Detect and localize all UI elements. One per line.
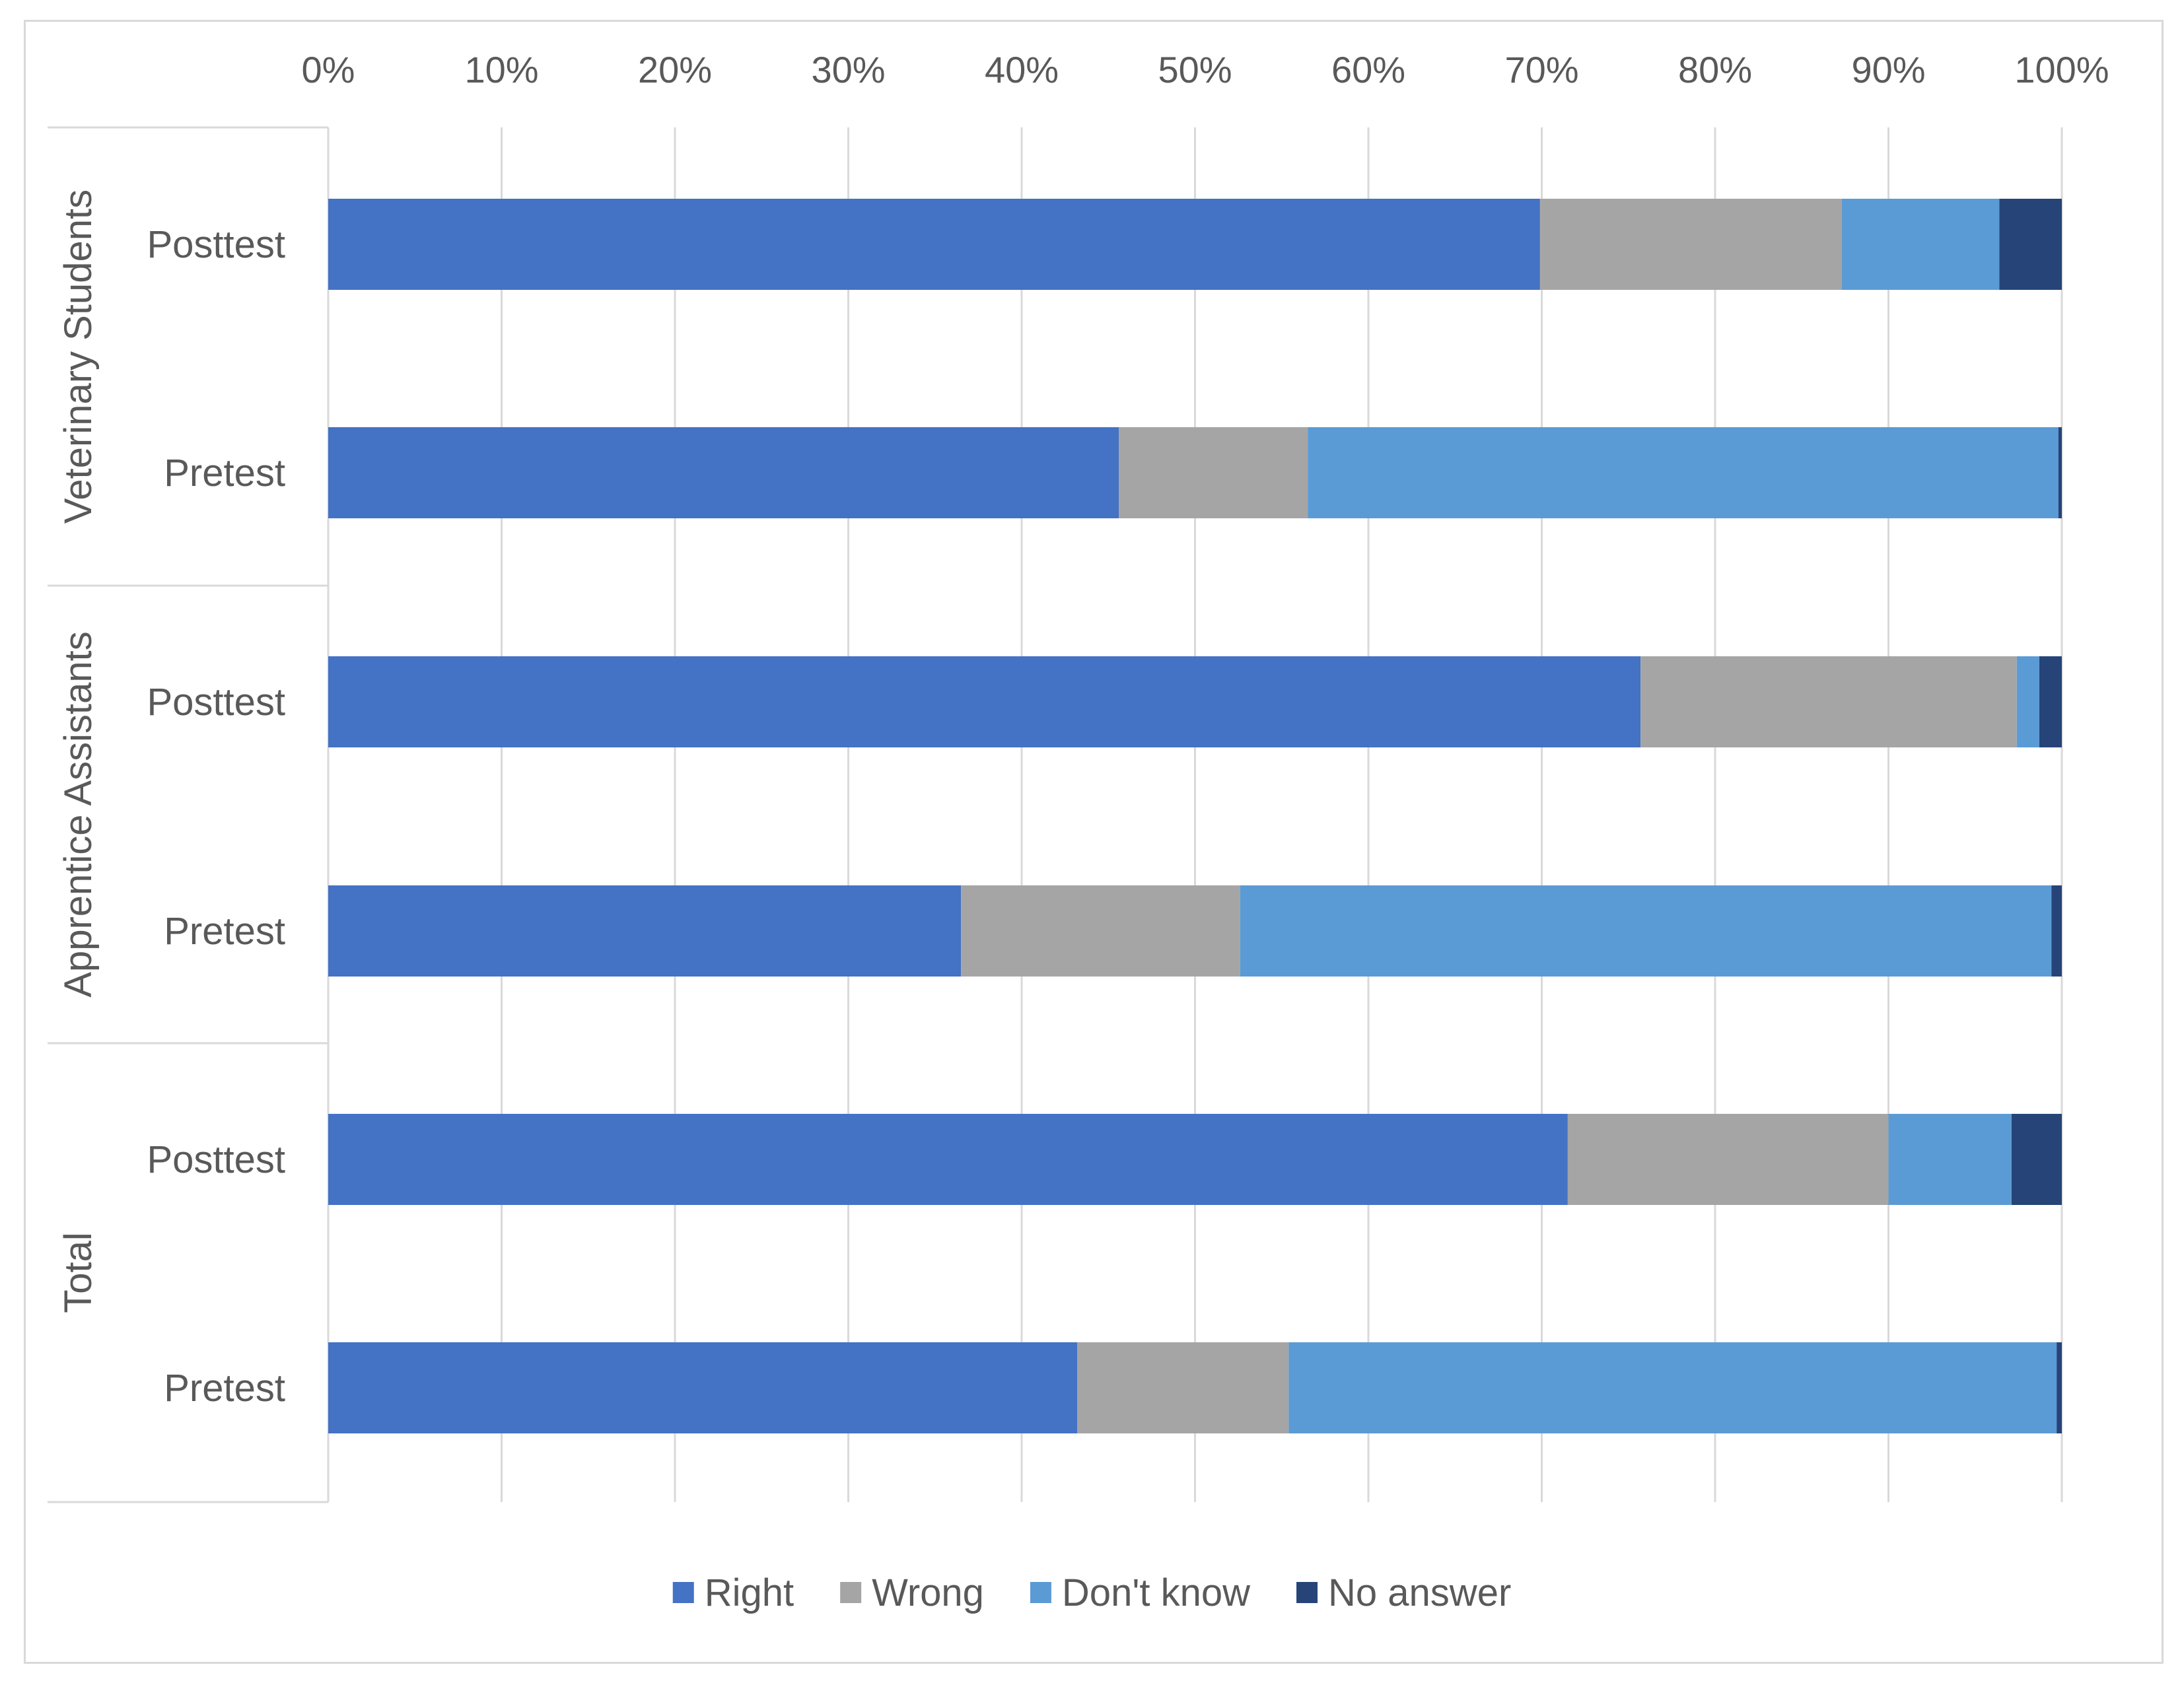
bar-segment-wrong [1077,1342,1289,1433]
bar-segment-don-t-know [1240,885,2052,977]
bar-segment-wrong [1119,427,1308,518]
x-tick-label: 100% [2014,49,2109,90]
legend-label: Wrong [872,1571,984,1614]
bar-segment-don-t-know [1288,1342,2057,1433]
x-tick-label: 10% [464,49,538,90]
x-tick-label: 40% [985,49,1059,90]
category-label: Posttest [147,1138,285,1181]
bar-segment-right [328,885,962,977]
group-label: Apprentice Assistants [57,631,100,998]
group-labels: Veterinary Students Apprentice Assistants… [57,189,100,1313]
group-label: Veterinary Students [57,189,100,524]
bar-segment-right [328,427,1119,518]
bar-segment-don-t-know [2016,656,2039,747]
bar-segment-wrong [1539,199,1842,290]
bar-segment-no-answer [2058,427,2062,518]
category-label: Pretest [164,1367,285,1410]
bar-segment-no-answer [2057,1342,2062,1433]
x-tick-label: 20% [638,49,712,90]
bar-segment-wrong [1567,1114,1889,1205]
x-tick-label: 80% [1678,49,1752,90]
legend-swatch [1030,1582,1051,1603]
x-tick-label: 30% [811,49,885,90]
bar-segment-no-answer [1999,199,2062,290]
bar-segment-don-t-know [1888,1114,2012,1205]
x-tick-label: 50% [1158,49,1232,90]
legend: Right Wrong Don't know No answer [672,1571,1511,1614]
legend-label: Don't know [1062,1571,1251,1614]
x-axis-ticks: 0% 10% 20% 30% 40% 50% 60% 70% 80% 90% 100% [302,49,2109,90]
bars [328,199,2062,1433]
category-labels: Posttest Pretest Posttest Pretest Posttest Pr… [147,223,285,1410]
legend-swatch [672,1582,694,1603]
bar-segment-don-t-know [1841,199,2000,290]
bar-segment-no-answer [2051,885,2062,977]
bar-segment-right [328,1342,1077,1433]
x-tick-label: 60% [1331,49,1405,90]
bar-segment-don-t-know [1308,427,2059,518]
bar-segment-right [328,199,1540,290]
bar-segment-no-answer [2011,1114,2062,1205]
x-tick-label: 0% [302,49,355,90]
category-label: Posttest [147,681,285,724]
x-tick-label: 70% [1504,49,1578,90]
bar-segment-wrong [961,885,1240,977]
legend-swatch [1296,1582,1318,1603]
category-label: Pretest [164,910,285,953]
legend-label: Right [705,1571,794,1614]
group-label: Total [57,1232,100,1313]
bar-segment-no-answer [2039,656,2062,747]
category-label: Pretest [164,452,285,495]
bar-segment-right [328,1114,1568,1205]
category-label: Posttest [147,223,285,266]
x-tick-label: 90% [1851,49,1925,90]
legend-label: No answer [1328,1571,1511,1614]
legend-swatch [840,1582,862,1603]
bar-segment-wrong [1640,656,2017,747]
gridlines [48,126,2063,1503]
bar-segment-right [328,656,1641,747]
